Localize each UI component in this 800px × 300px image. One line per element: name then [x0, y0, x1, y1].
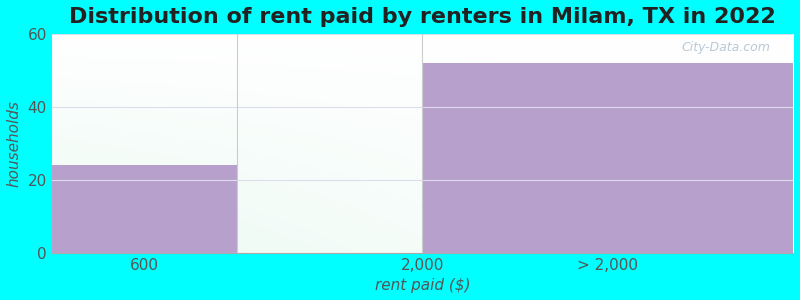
- Title: Distribution of rent paid by renters in Milam, TX in 2022: Distribution of rent paid by renters in …: [69, 7, 776, 27]
- Bar: [52, 165, 237, 253]
- Bar: [422, 63, 793, 253]
- X-axis label: rent paid ($): rent paid ($): [374, 278, 470, 293]
- Text: City-Data.com: City-Data.com: [682, 40, 771, 54]
- Y-axis label: households: households: [7, 100, 22, 187]
